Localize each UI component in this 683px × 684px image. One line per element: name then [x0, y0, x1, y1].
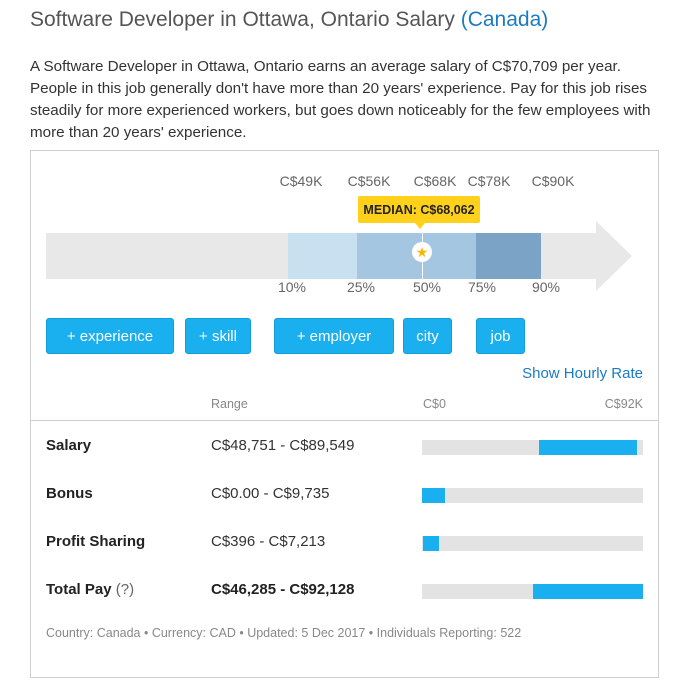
- range-bar-track: [422, 488, 643, 503]
- page-title: Software Developer in Ottawa, Ontario Sa…: [30, 8, 548, 32]
- table-divider: [31, 420, 658, 421]
- range-bar-track: [422, 584, 643, 599]
- row-label: Bonus: [46, 485, 93, 502]
- row-range: C$0.00 - C$9,735: [211, 485, 330, 502]
- percentile-label-90: 90%: [531, 279, 561, 295]
- table-row-total-pay: Total Pay (?) C$46,285 - C$92,128: [31, 579, 658, 603]
- star-icon: ★: [412, 242, 432, 262]
- row-label: Profit Sharing: [46, 533, 146, 550]
- table-row-profit-sharing: Profit Sharing C$396 - C$7,213: [31, 531, 658, 555]
- row-range: C$48,751 - C$89,549: [211, 437, 355, 454]
- range-bar-fill: [422, 488, 446, 503]
- percentile-label-25: 25%: [346, 279, 376, 295]
- city-button[interactable]: city: [403, 318, 452, 354]
- row-range: C$46,285 - C$92,128: [211, 581, 355, 598]
- range-bar-track: [422, 440, 643, 455]
- help-link[interactable]: (?): [115, 581, 135, 598]
- table-row-salary: Salary C$48,751 - C$89,549: [31, 435, 658, 459]
- table-row-bonus: Bonus C$0.00 - C$9,735: [31, 483, 658, 507]
- pay-label-p75: C$78K: [467, 173, 511, 189]
- add-employer-button[interactable]: + employer: [274, 318, 394, 354]
- axis-min-label: C$0: [423, 397, 446, 411]
- pay-label-p50: C$68K: [413, 173, 457, 189]
- report-metadata: Country: Canada • Currency: CAD • Update…: [46, 626, 522, 640]
- axis-max-label: C$92K: [604, 397, 643, 411]
- row-label: Total Pay (?): [46, 581, 134, 598]
- percentile-label-50: 50%: [412, 279, 442, 295]
- pay-label-p90: C$90K: [531, 173, 575, 189]
- row-label-text: Total Pay: [46, 581, 112, 598]
- range-bar-track: [422, 536, 643, 551]
- band-75-90-percentile: [476, 233, 541, 279]
- show-hourly-rate-link[interactable]: Show Hourly Rate: [522, 365, 643, 382]
- salary-summary: A Software Developer in Ottawa, Ontario …: [30, 58, 651, 141]
- percentile-label-75: 75%: [467, 279, 497, 295]
- country-link[interactable]: (Canada): [460, 8, 549, 31]
- pay-label-p10: C$49K: [279, 173, 323, 189]
- percentile-label-10: 10%: [277, 279, 307, 295]
- row-range: C$396 - C$7,213: [211, 533, 326, 550]
- band-10-25-percentile: [288, 233, 357, 279]
- range-bar-fill: [539, 440, 638, 455]
- page-title-text: Software Developer in Ottawa, Ontario Sa…: [30, 8, 455, 31]
- median-callout: MEDIAN: C$68,062: [358, 196, 480, 229]
- add-skill-button[interactable]: + skill: [185, 318, 251, 354]
- range-bar-fill: [533, 584, 643, 599]
- median-label: MEDIAN: C$68,062: [363, 202, 475, 217]
- pay-label-p25: C$56K: [347, 173, 391, 189]
- add-experience-button[interactable]: + experience: [46, 318, 174, 354]
- range-bar-fill: [422, 536, 440, 551]
- distribution-arrow-head: [596, 221, 632, 291]
- row-label: Salary: [46, 437, 92, 454]
- job-button[interactable]: job: [476, 318, 525, 354]
- salary-card: C$49K C$56K C$68K C$78K C$90K MEDIAN: C$…: [30, 150, 659, 678]
- range-column-header: Range: [211, 397, 248, 411]
